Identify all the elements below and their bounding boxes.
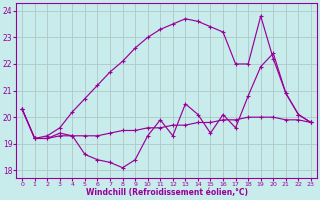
X-axis label: Windchill (Refroidissement éolien,°C): Windchill (Refroidissement éolien,°C) <box>85 188 248 197</box>
